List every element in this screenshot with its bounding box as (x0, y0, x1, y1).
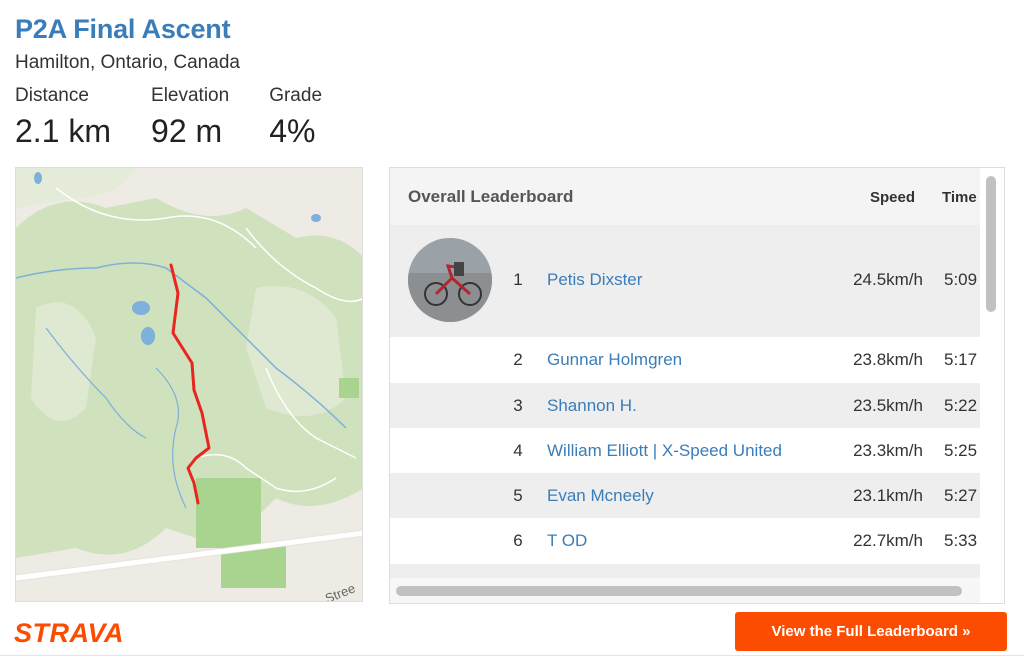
map-trail (265, 367, 357, 459)
map-trail (245, 227, 362, 303)
stat-distance-value: 2.1 km (15, 113, 112, 149)
row-rank: 1 (513, 270, 523, 289)
leaderboard-table: Overall Leaderboard Speed Time 1 Petis D… (390, 168, 980, 578)
row-time: 5:17 (944, 350, 978, 369)
athlete-name-link[interactable]: Shannon H. (547, 396, 637, 415)
leaderboard-row: 5 Evan Mcneely 23.1km/h 5:27 (390, 473, 980, 518)
leaderboard-title: Overall Leaderboard (408, 187, 574, 206)
map-route (169, 263, 211, 505)
map-lake (132, 301, 150, 315)
map-forest-area (246, 286, 346, 416)
stat-distance: Distance 2.1 km (15, 85, 111, 150)
avatar-photo (408, 238, 492, 322)
athlete-name-link[interactable]: William Elliott | X-Speed United (547, 441, 782, 460)
row-time: 5:25 (944, 441, 978, 460)
map-road (16, 530, 362, 581)
stat-elevation-label: Elevation (151, 85, 230, 106)
row-rank: 6 (513, 531, 523, 550)
map-river (155, 367, 187, 509)
row-rank: 5 (513, 486, 523, 505)
map-forest-area (16, 168, 136, 208)
leaderboard-row: 6 T OD 22.7km/h 5:33 (390, 518, 980, 564)
row-speed: 23.1km/h (853, 486, 923, 505)
map-river (95, 262, 347, 429)
horizontal-scrollbar-thumb[interactable] (396, 586, 962, 596)
map-lake (34, 172, 42, 184)
map-park (196, 478, 261, 548)
athlete-name-link[interactable]: Evan Mcneely (547, 486, 654, 505)
map-trail (55, 187, 257, 249)
segment-map[interactable]: Stree (15, 167, 363, 602)
leaderboard-panel: Overall Leaderboard Speed Time 1 Petis D… (389, 167, 1005, 604)
row-rank: 2 (513, 350, 523, 369)
view-full-leaderboard-button[interactable]: View the Full Leaderboard » (735, 612, 1007, 651)
row-rank: 3 (513, 396, 523, 415)
stat-elevation: Elevation 92 m (151, 85, 229, 150)
stat-grade-label: Grade (269, 85, 323, 106)
leaderboard-row: 3 Shannon H. 23.5km/h 5:22 (390, 383, 980, 428)
leaderboard-header: Overall Leaderboard Speed Time (390, 168, 980, 225)
stat-grade: Grade 4% (269, 85, 322, 150)
map-lake (311, 214, 321, 222)
row-rank: 4 (513, 441, 523, 460)
leaderboard-row: 2 Gunnar Holmgren 23.8km/h 5:17 (390, 337, 980, 383)
row-time: 5:27 (944, 486, 978, 505)
map-park (339, 378, 359, 398)
column-header-time: Time (942, 189, 977, 206)
row-speed: 22.7km/h (853, 531, 923, 550)
footer-divider (0, 655, 1024, 656)
segment-stats: Distance 2.1 km Elevation 92 m Grade 4% (15, 85, 362, 150)
athlete-name-link[interactable]: Petis Dixster (547, 270, 643, 289)
leaderboard-row-partial (390, 564, 980, 578)
map-lake (141, 327, 155, 345)
map-river (45, 327, 147, 439)
row-speed: 23.8km/h (853, 350, 923, 369)
row-speed: 23.5km/h (853, 396, 923, 415)
row-time: 5:33 (944, 531, 978, 550)
stat-grade-value: 4% (269, 113, 316, 149)
map-forest-area (31, 302, 96, 421)
vertical-scrollbar-thumb[interactable] (986, 176, 996, 312)
column-header-speed: Speed (870, 189, 916, 206)
leaderboard-row: 4 William Elliott | X-Speed United 23.3k… (390, 428, 980, 473)
leaderboard-row: 1 Petis Dixster 24.5km/h 5:09 (390, 225, 980, 337)
row-time: 5:22 (944, 396, 978, 415)
row-time: 5:09 (944, 270, 978, 289)
stat-distance-label: Distance (15, 85, 89, 106)
athlete-avatar[interactable] (408, 238, 492, 322)
row-speed: 24.5km/h (853, 270, 923, 289)
stat-elevation-value: 92 m (151, 113, 223, 149)
map-canvas: Stree (16, 168, 362, 601)
map-river (16, 267, 97, 279)
athlete-name-link[interactable]: Gunnar Holmgren (547, 350, 683, 369)
segment-title[interactable]: P2A Final Ascent (15, 14, 231, 44)
segment-location: Hamilton, Ontario, Canada (15, 52, 240, 73)
row-speed: 23.3km/h (853, 441, 923, 460)
athlete-name-link[interactable]: T OD (547, 531, 588, 550)
horizontal-scrollbar[interactable] (390, 578, 980, 603)
vertical-scrollbar[interactable] (984, 172, 998, 577)
strava-logo[interactable]: STRAVA (14, 618, 124, 648)
map-trail (195, 453, 337, 493)
